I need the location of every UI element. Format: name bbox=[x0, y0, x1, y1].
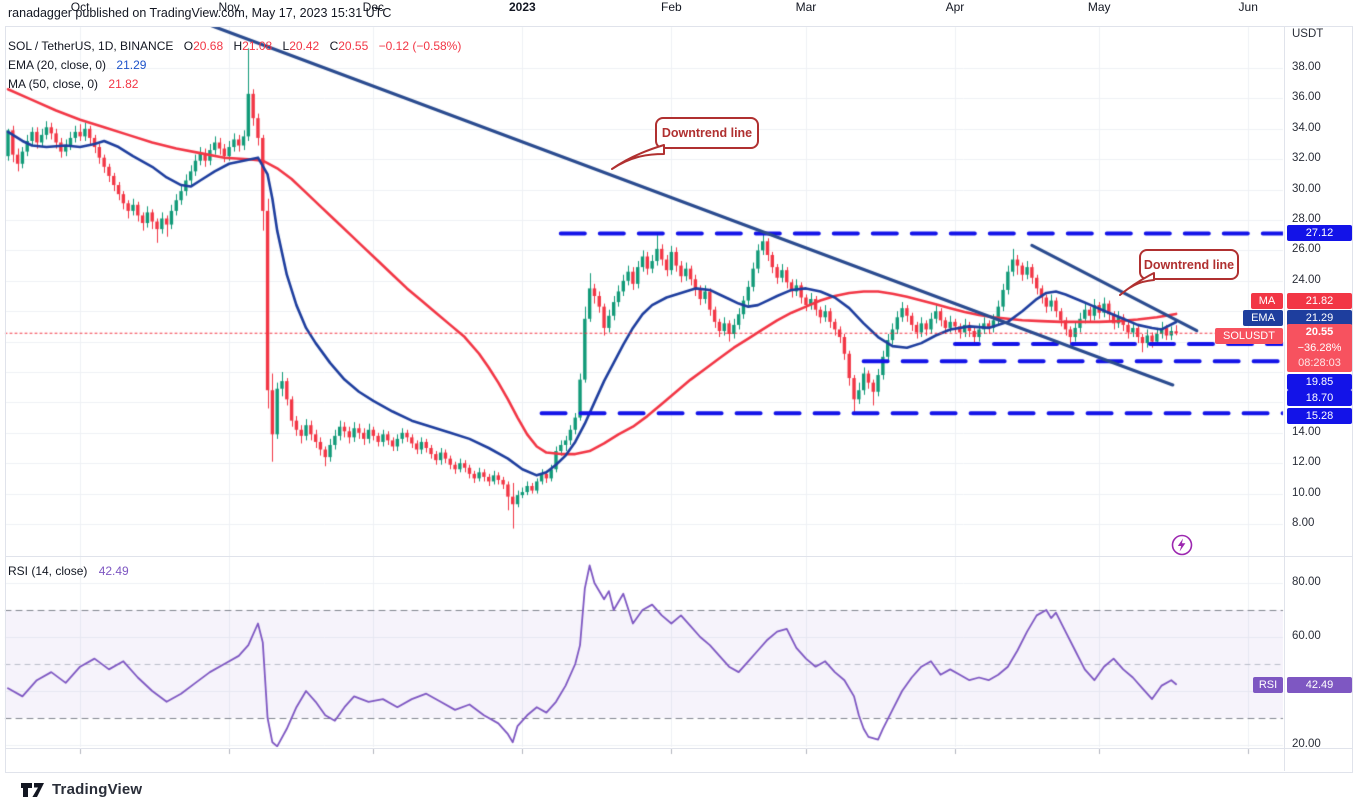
price-tick-label: 32.00 bbox=[1292, 152, 1321, 165]
price-tick-label: 14.00 bbox=[1292, 425, 1321, 438]
ma-label: MA (50, close, 0) bbox=[8, 77, 99, 91]
ema-axis-name-chip: EMA bbox=[1243, 310, 1283, 326]
annotation-downtrend-line-2[interactable]: Downtrend line bbox=[1139, 249, 1239, 280]
rsi-value: 42.49 bbox=[98, 564, 129, 578]
rsi-tick-label: 20.00 bbox=[1292, 738, 1321, 750]
time-axis-label-oct: Oct bbox=[70, 0, 90, 14]
time-axis-label-mar: Mar bbox=[795, 0, 817, 14]
price-tick-label: 12.00 bbox=[1292, 456, 1321, 469]
price-axis-unit: USDT bbox=[1292, 28, 1324, 40]
price-tick-label: 34.00 bbox=[1292, 121, 1321, 134]
annotation-downtrend-line-1[interactable]: Downtrend line bbox=[655, 117, 759, 149]
time-axis-label-nov: Nov bbox=[218, 0, 240, 14]
low-value: 20.42 bbox=[289, 39, 320, 53]
price-tick-label: 8.00 bbox=[1292, 517, 1315, 529]
last-price-value: 20.55 bbox=[1305, 326, 1334, 338]
change-value: −0.12 (−0.58%) bbox=[378, 39, 462, 53]
ma-legend-row[interactable]: MA (50, close, 0) 21.82 bbox=[8, 76, 138, 92]
support-price-chip-2: 18.70 bbox=[1287, 390, 1352, 406]
ema-legend-row[interactable]: EMA (20, close, 0) 21.29 bbox=[8, 57, 146, 73]
published-byline: ranadagger published on TradingView.com,… bbox=[8, 6, 392, 20]
time-axis[interactable] bbox=[5, 749, 1352, 771]
time-axis-label-apr: Apr bbox=[945, 0, 965, 14]
price-tick-label: 38.00 bbox=[1292, 61, 1321, 73]
price-tick-label: 10.00 bbox=[1292, 486, 1321, 499]
symbol-title: SOL / TetherUS, 1D, BINANCE bbox=[8, 39, 174, 53]
ema-label: EMA (20, close, 0) bbox=[8, 58, 107, 72]
flash-idea-icon[interactable] bbox=[1170, 533, 1194, 557]
high-value: 21.08 bbox=[242, 39, 273, 53]
ma-axis-value-chip: 21.82 bbox=[1287, 293, 1352, 309]
change-percent-value: −36.28% bbox=[1297, 342, 1342, 354]
price-tick-label: 26.00 bbox=[1292, 243, 1321, 256]
low-key: L bbox=[282, 39, 290, 53]
symbol-axis-name-chip: SOLUSDT bbox=[1215, 328, 1283, 344]
annotation-text-2: Downtrend line bbox=[1143, 257, 1235, 272]
ema-axis-value-chip: 21.29 bbox=[1287, 310, 1352, 326]
annotation-text-1: Downtrend line bbox=[661, 126, 753, 140]
price-tick-label: 30.00 bbox=[1292, 182, 1321, 195]
ema-value: 21.29 bbox=[116, 58, 147, 72]
open-key: O bbox=[183, 39, 194, 53]
tradingview-watermark: TradingView bbox=[20, 781, 142, 798]
time-axis-label-feb: Feb bbox=[661, 0, 682, 14]
pane-separator[interactable] bbox=[5, 556, 1352, 557]
bar-countdown: 08:28:03 bbox=[1298, 357, 1341, 369]
resistance-price-chip: 27.12 bbox=[1287, 225, 1352, 241]
time-axis-label-dec: Dec bbox=[362, 0, 384, 14]
time-axis-label-may: May bbox=[1087, 0, 1111, 14]
high-key: H bbox=[233, 39, 243, 53]
time-axis-label-2023: 2023 bbox=[508, 0, 536, 14]
tradingview-logo-icon bbox=[21, 782, 44, 797]
time-axis-separator bbox=[5, 748, 1352, 749]
ma-axis-name-chip: MA bbox=[1251, 293, 1283, 309]
rsi-axis-name-chip: RSI bbox=[1253, 677, 1283, 693]
support-price-chip-3: 15.28 bbox=[1287, 408, 1352, 424]
rsi-axis-value-chip: 42.49 bbox=[1287, 677, 1352, 693]
close-value: 20.55 bbox=[338, 39, 369, 53]
rsi-legend-row[interactable]: RSI (14, close) 42.49 bbox=[8, 563, 129, 579]
rsi-tick-label: 60.00 bbox=[1292, 630, 1321, 642]
annotation-tail-2 bbox=[1119, 272, 1155, 296]
open-value: 20.68 bbox=[193, 39, 224, 53]
price-tick-label: 36.00 bbox=[1292, 91, 1321, 104]
annotation-tail-1 bbox=[611, 144, 665, 170]
rsi-label: RSI (14, close) bbox=[8, 564, 88, 578]
rsi-tick-label: 80.00 bbox=[1292, 576, 1321, 588]
tradingview-watermark-text: TradingView bbox=[52, 781, 143, 798]
support-price-chip-1: 19.85 bbox=[1287, 374, 1352, 390]
time-axis-label-jun: Jun bbox=[1238, 0, 1258, 14]
last-price-axis-chip: 20.55 −36.28% 08:28:03 bbox=[1287, 324, 1352, 372]
symbol-legend-row[interactable]: SOL / TetherUS, 1D, BINANCE O20.68 H21.0… bbox=[8, 38, 461, 54]
price-tick-label: 24.00 bbox=[1292, 273, 1321, 286]
price-tick-label: 28.00 bbox=[1292, 213, 1321, 225]
price-axis-separator bbox=[1284, 26, 1285, 771]
ma-value: 21.82 bbox=[108, 77, 139, 91]
close-key: C bbox=[329, 39, 339, 53]
